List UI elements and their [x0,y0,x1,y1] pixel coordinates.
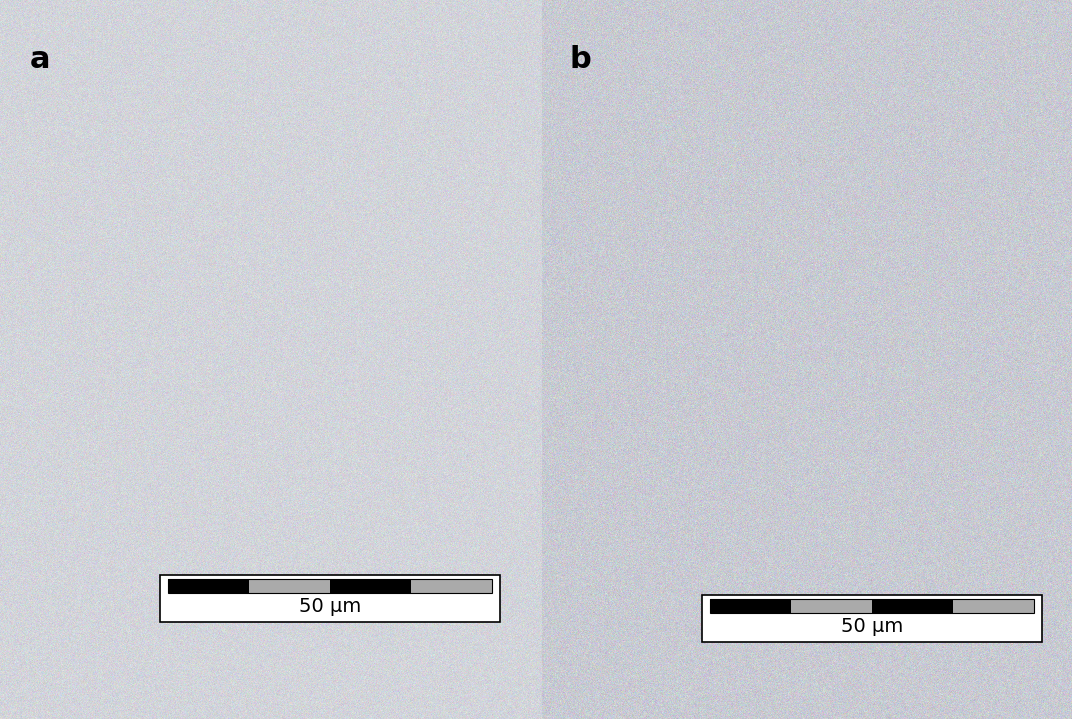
Bar [249,579,330,593]
Bar [160,575,500,622]
Bar [710,599,1034,613]
Bar [791,599,872,613]
Bar [168,579,249,593]
Bar [702,595,1042,642]
Text: a: a [30,45,50,74]
Bar [872,599,953,613]
Bar [330,579,411,593]
Text: b: b [570,45,592,74]
Text: 50 μm: 50 μm [299,597,361,616]
Bar [411,579,492,593]
Bar [953,599,1034,613]
Bar [168,579,492,593]
Bar [710,599,791,613]
Text: 50 μm: 50 μm [840,617,903,636]
